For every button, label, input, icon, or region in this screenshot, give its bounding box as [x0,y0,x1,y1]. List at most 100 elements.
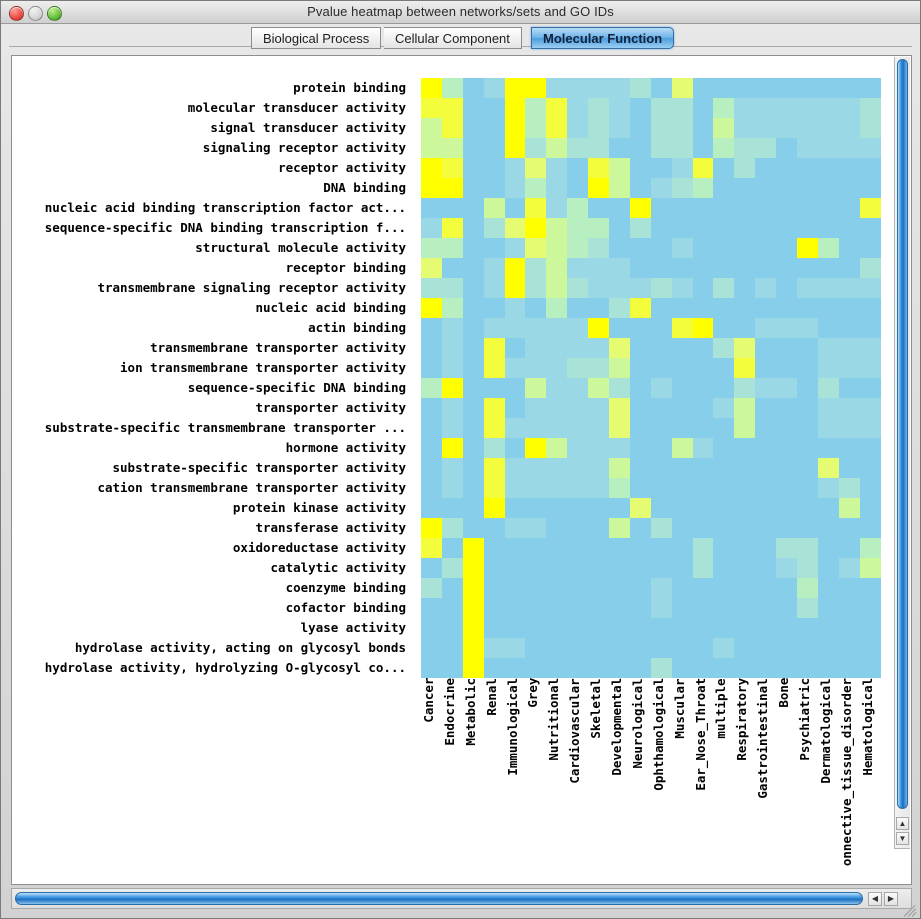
heatmap-cell[interactable] [734,418,756,438]
heatmap-cell[interactable] [525,438,547,458]
heatmap-cell[interactable] [588,558,610,578]
horizontal-scrollbar-thumb[interactable] [15,892,863,905]
heatmap-cell[interactable] [776,618,798,638]
heatmap-cell[interactable] [567,378,589,398]
heatmap-cell[interactable] [525,238,547,258]
heatmap-cell[interactable] [776,638,798,658]
scroll-right-arrow-icon[interactable]: ▶ [884,892,898,906]
heatmap-cell[interactable] [859,358,881,378]
heatmap-cell[interactable] [629,638,651,658]
heatmap-cell[interactable] [609,138,630,158]
heatmap-cell[interactable] [776,218,798,238]
heatmap-cell[interactable] [567,578,589,598]
heatmap-cell[interactable] [567,658,589,678]
heatmap-cell[interactable] [588,338,610,358]
heatmap-cell[interactable] [838,118,860,138]
heatmap-cell[interactable] [838,138,860,158]
heatmap-cell[interactable] [546,178,568,198]
heatmap-cell[interactable] [650,198,672,218]
heatmap-cell[interactable] [713,298,735,318]
heatmap-cell[interactable] [546,218,568,238]
heatmap-cell[interactable] [650,298,672,318]
heatmap-cell[interactable] [588,278,610,298]
tab-cellular-component[interactable]: Cellular Component [384,27,522,49]
heatmap-cell[interactable] [671,498,693,518]
heatmap-cell[interactable] [671,458,693,478]
heatmap-cell[interactable] [797,98,818,118]
heatmap-cell[interactable] [692,578,714,598]
heatmap-cell[interactable] [755,558,777,578]
heatmap-cell[interactable] [817,78,839,98]
heatmap-cell[interactable] [859,558,881,578]
heatmap-cell[interactable] [817,558,839,578]
heatmap-cell[interactable] [546,558,568,578]
heatmap-cell[interactable] [609,378,630,398]
resize-grip-icon[interactable] [904,903,918,917]
heatmap-cell[interactable] [734,238,756,258]
heatmap-cell[interactable] [441,298,463,318]
heatmap-cell[interactable] [755,298,777,318]
heatmap-cell[interactable] [817,98,839,118]
heatmap-cell[interactable] [462,218,484,238]
heatmap-cell[interactable] [692,98,714,118]
heatmap-cell[interactable] [817,118,839,138]
heatmap-cell[interactable] [525,658,547,678]
heatmap-cell[interactable] [588,378,610,398]
heatmap-cell[interactable] [671,218,693,238]
heatmap-cell[interactable] [713,338,735,358]
heatmap-cell[interactable] [609,298,630,318]
heatmap-cell[interactable] [776,518,798,538]
heatmap-cell[interactable] [838,278,860,298]
heatmap-cell[interactable] [692,498,714,518]
heatmap-cell[interactable] [525,498,547,518]
heatmap-cell[interactable] [797,318,818,338]
heatmap-cell[interactable] [525,538,547,558]
heatmap-cell[interactable] [650,138,672,158]
heatmap-cell[interactable] [483,178,505,198]
heatmap-cell[interactable] [817,618,839,638]
heatmap-cell[interactable] [713,438,735,458]
heatmap-cell[interactable] [588,198,610,218]
heatmap-cell[interactable] [609,318,630,338]
heatmap-cell[interactable] [755,438,777,458]
heatmap-cell[interactable] [671,598,693,618]
heatmap-cell[interactable] [588,478,610,498]
heatmap-cell[interactable] [776,238,798,258]
heatmap-cell[interactable] [441,558,463,578]
heatmap-cell[interactable] [421,458,442,478]
heatmap-cell[interactable] [546,98,568,118]
heatmap-cell[interactable] [421,538,442,558]
heatmap-cell[interactable] [797,498,818,518]
heatmap-cell[interactable] [588,498,610,518]
heatmap-cell[interactable] [838,78,860,98]
heatmap-cell[interactable] [462,418,484,438]
heatmap-cell[interactable] [546,578,568,598]
heatmap-cell[interactable] [734,478,756,498]
heatmap-cell[interactable] [483,558,505,578]
heatmap-cell[interactable] [797,618,818,638]
heatmap-cell[interactable] [797,458,818,478]
heatmap-cell[interactable] [609,638,630,658]
heatmap-cell[interactable] [441,218,463,238]
heatmap-cell[interactable] [525,178,547,198]
heatmap-cell[interactable] [859,598,881,618]
scroll-down-arrow-icon[interactable]: ▼ [896,832,909,845]
heatmap-cell[interactable] [713,278,735,298]
heatmap-cell[interactable] [755,578,777,598]
heatmap-cell[interactable] [755,418,777,438]
heatmap-cell[interactable] [483,578,505,598]
heatmap-cell[interactable] [546,598,568,618]
heatmap-cell[interactable] [734,538,756,558]
heatmap-cell[interactable] [859,218,881,238]
heatmap-cell[interactable] [483,218,505,238]
heatmap-cell[interactable] [776,178,798,198]
heatmap-cell[interactable] [462,598,484,618]
heatmap-cell[interactable] [441,338,463,358]
heatmap-cell[interactable] [629,498,651,518]
heatmap-cell[interactable] [838,598,860,618]
heatmap-cell[interactable] [462,198,484,218]
heatmap-cell[interactable] [734,118,756,138]
heatmap-cell[interactable] [441,138,463,158]
heatmap-cell[interactable] [462,238,484,258]
heatmap-cell[interactable] [859,318,881,338]
